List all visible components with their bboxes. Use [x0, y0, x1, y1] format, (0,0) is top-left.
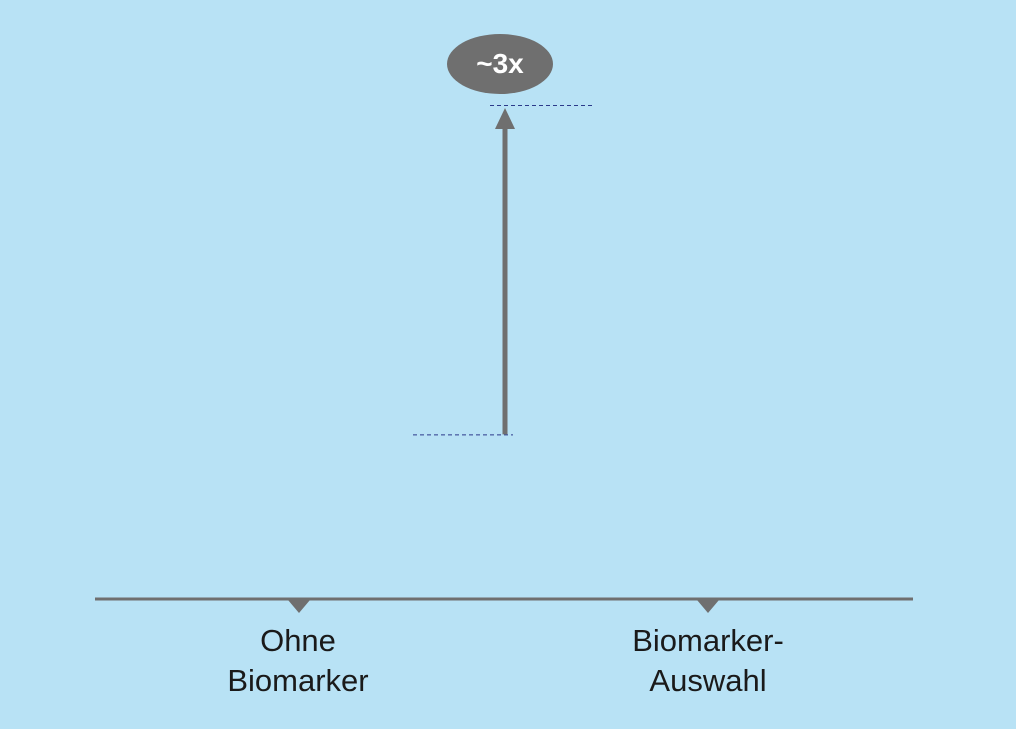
category-label-line-1: Ohne — [260, 623, 336, 658]
category-label-biomarker-auswahl: Biomarker- Auswahl — [578, 621, 838, 701]
increase-arrow — [495, 108, 515, 435]
tick-markers-group — [288, 600, 719, 613]
bars-group — [185, 105, 822, 599]
tick-marker-1 — [697, 600, 719, 613]
arrow-head — [495, 108, 515, 129]
multiplier-badge: ~3x — [447, 34, 553, 94]
bar-1 — [594, 105, 822, 599]
tick-marker-0 — [288, 600, 310, 613]
category-label-ohne-biomarker: Ohne Biomarker — [168, 621, 428, 701]
bar-0 — [185, 434, 413, 599]
category-label-line-1: Biomarker- — [632, 623, 784, 658]
category-label-line-2: Biomarker — [227, 663, 369, 698]
guides-group — [413, 105, 594, 436]
category-label-line-2: Auswahl — [649, 663, 767, 698]
